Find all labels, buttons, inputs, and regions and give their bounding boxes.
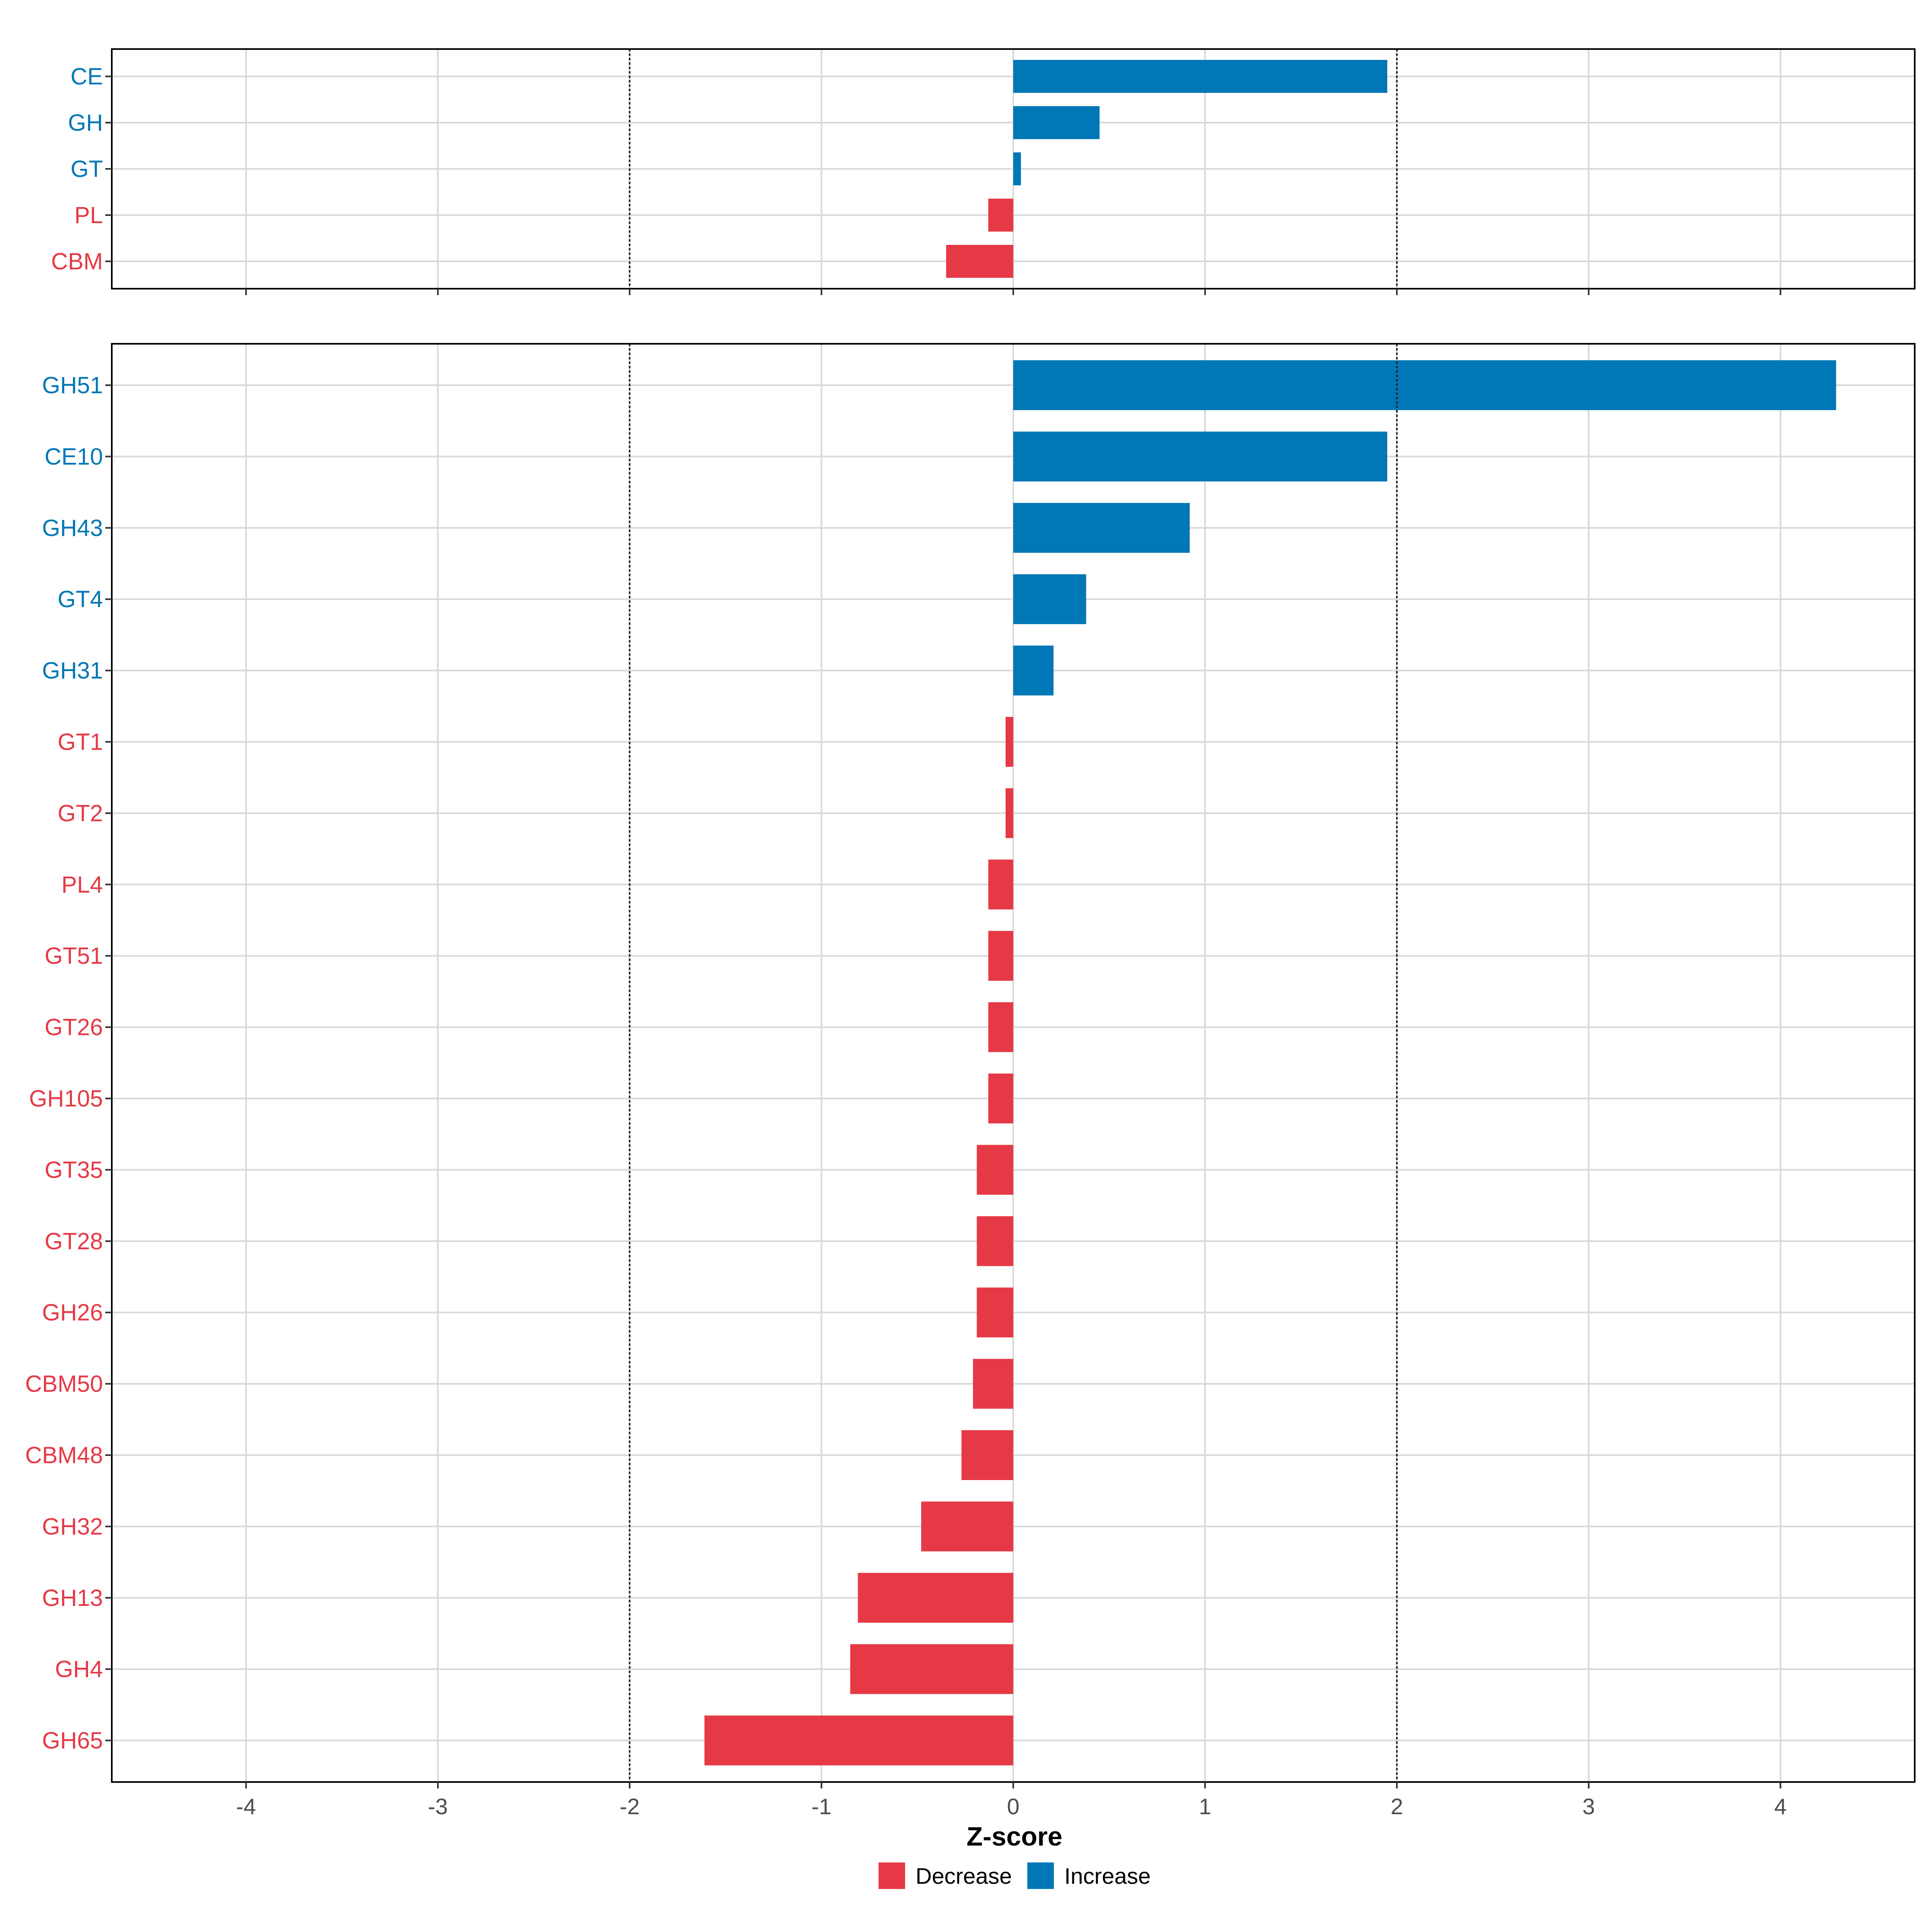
bar-gt28 <box>977 1216 1013 1266</box>
bar-gh32 <box>921 1501 1013 1552</box>
y-tick-label-gt1: GT1 <box>57 729 103 755</box>
y-tick-label-ce10: CE10 <box>45 443 103 470</box>
y-tick-label-cbm50: CBM50 <box>25 1371 103 1397</box>
subfamily-panel: GH51CE10GH43GT4GH31GT1GT2PL4GT51GT26GH10… <box>25 343 1916 1819</box>
bar-gh4 <box>850 1644 1013 1694</box>
bar-gt35 <box>977 1145 1013 1195</box>
bar-pl <box>988 199 1013 232</box>
y-tick-label-gt35: GT35 <box>45 1157 103 1183</box>
bar-gh31 <box>1013 645 1054 696</box>
bar-ce10 <box>1013 431 1388 482</box>
bar-gh43 <box>1013 503 1190 553</box>
family-panel: CE GH GT PL CBM <box>51 48 1916 295</box>
bar-gh13 <box>858 1573 1013 1623</box>
y-tick-label-gh31: GH31 <box>42 658 103 684</box>
bar-gt <box>1013 152 1021 185</box>
y-tick-label-gt28: GT28 <box>45 1228 103 1254</box>
x-axis-title: Z-score <box>967 1821 1062 1851</box>
x-tick-label: 1 <box>1199 1794 1211 1819</box>
y-tick-label-gh: GH <box>68 110 103 136</box>
bar-gt4 <box>1013 574 1086 624</box>
y-tick-label-gh51: GH51 <box>42 372 103 398</box>
y-tick-label-gh105: GH105 <box>29 1086 103 1112</box>
x-tick-label: 2 <box>1390 1794 1403 1819</box>
legend-label-decrease: Decrease <box>916 1863 1012 1889</box>
bar-ce <box>1013 60 1388 93</box>
bar-gh <box>1013 106 1100 139</box>
y-tick-label-gh13: GH13 <box>42 1585 103 1611</box>
y-tick-label-gt51: GT51 <box>45 943 103 969</box>
x-tick-label: -4 <box>236 1794 256 1819</box>
y-tick-label-gh26: GH26 <box>42 1300 103 1326</box>
x-tick-label: 4 <box>1774 1794 1787 1819</box>
bar-pl4 <box>988 859 1013 910</box>
x-tick-label: -3 <box>428 1794 448 1819</box>
bar-gh51 <box>1013 360 1836 410</box>
bar-gt51 <box>988 931 1013 981</box>
y-tick-label-cbm: CBM <box>51 248 103 275</box>
y-tick-label-gt: GT <box>70 156 103 182</box>
bar-cbm <box>946 245 1013 278</box>
y-tick-label-gh65: GH65 <box>42 1728 103 1754</box>
legend-key-increase <box>1027 1862 1054 1889</box>
y-tick-label-gt2: GT2 <box>57 800 103 826</box>
x-tick-label: -1 <box>811 1794 832 1819</box>
x-tick-label: 3 <box>1582 1794 1595 1819</box>
y-tick-label-gh4: GH4 <box>55 1656 103 1682</box>
bar-gh105 <box>988 1074 1013 1123</box>
y-tick-label-gt26: GT26 <box>45 1014 103 1041</box>
y-tick-label-ce: CE <box>70 64 103 90</box>
y-tick-label-cbm48: CBM48 <box>25 1442 103 1468</box>
bar-gt26 <box>988 1002 1013 1052</box>
y-tick-label-pl: PL <box>74 202 103 228</box>
x-tick-label: 0 <box>1007 1794 1019 1819</box>
legend-label-increase: Increase <box>1064 1863 1151 1889</box>
y-tick-label-gh43: GH43 <box>42 515 103 541</box>
y-tick-label-pl4: PL4 <box>62 872 103 898</box>
y-tick-label-gt4: GT4 <box>57 586 103 612</box>
bar-gh26 <box>977 1287 1013 1338</box>
bar-cbm50 <box>973 1359 1013 1409</box>
legend: Decrease Increase <box>879 1862 1151 1889</box>
bar-gt1 <box>1005 717 1013 767</box>
y-tick-label-gh32: GH32 <box>42 1513 103 1540</box>
bar-gh65 <box>704 1715 1013 1766</box>
legend-key-decrease <box>879 1862 905 1889</box>
bar-cbm48 <box>961 1430 1013 1480</box>
bar-gt2 <box>1005 788 1013 838</box>
x-tick-label: -2 <box>620 1794 640 1819</box>
